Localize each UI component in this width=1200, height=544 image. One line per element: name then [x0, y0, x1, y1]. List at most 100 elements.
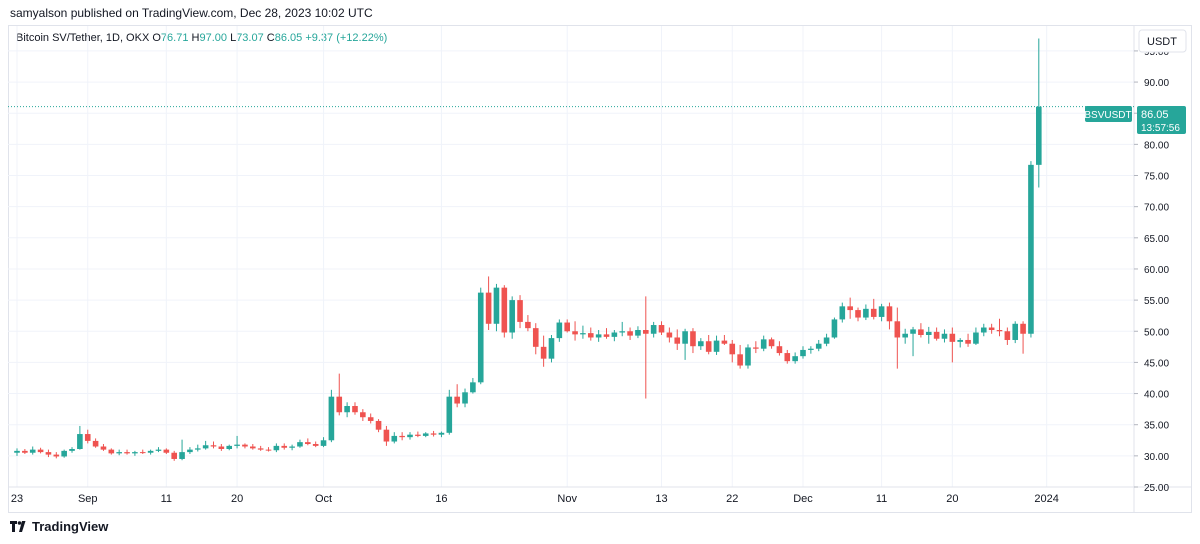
candle: [14, 448, 20, 456]
candle-body: [808, 348, 814, 350]
candle-body: [265, 449, 272, 451]
candle: [611, 330, 618, 342]
candle-body: [1036, 106, 1042, 165]
candle: [360, 409, 366, 421]
price-tick-label: 30.00: [1144, 452, 1169, 463]
candle-body: [92, 440, 99, 447]
candle-body: [281, 445, 288, 448]
candle-body: [690, 331, 696, 347]
candle: [792, 352, 798, 364]
candle: [643, 296, 649, 399]
tradingview-logo[interactable]: TradingView: [10, 519, 108, 534]
candle: [808, 346, 814, 354]
change-value: +9.37 (+12.22%): [305, 32, 388, 44]
candle: [53, 452, 60, 459]
candle-body: [650, 325, 657, 334]
candle-body: [407, 434, 413, 438]
currency-button[interactable]: USDT: [1138, 29, 1187, 53]
candle: [1004, 327, 1011, 345]
candle-body: [391, 435, 398, 442]
candle-body: [305, 442, 311, 445]
candle: [847, 297, 853, 319]
candle-body: [973, 332, 979, 344]
candle: [540, 335, 547, 367]
candle: [682, 328, 688, 360]
candle: [265, 447, 272, 452]
candle: [305, 438, 311, 446]
candle: [800, 346, 806, 359]
candle: [470, 377, 476, 394]
price-tick-label: 35.00: [1144, 421, 1169, 432]
candle: [564, 319, 570, 333]
candle-body: [147, 450, 154, 453]
candle: [839, 302, 846, 323]
candle: [910, 326, 916, 357]
candle: [273, 443, 280, 453]
candle: [1028, 161, 1034, 338]
candle: [650, 321, 657, 338]
candle: [132, 450, 138, 456]
time-tick-label: Oct: [315, 493, 332, 505]
candle: [367, 413, 374, 424]
candle-body: [202, 445, 209, 449]
candle: [760, 335, 767, 352]
candle: [776, 341, 783, 356]
candle: [603, 328, 610, 339]
candle: [493, 283, 500, 332]
candle-body: [297, 442, 303, 447]
grid-lines: [8, 26, 1134, 488]
symbol-label[interactable]: Bitcoin SV/Tether, 1D, OKX: [16, 32, 150, 44]
candle-body: [336, 396, 343, 413]
candle-body: [855, 310, 861, 318]
candle-body: [22, 450, 28, 453]
candle: [737, 344, 743, 369]
candle-body: [705, 341, 712, 352]
candle-body: [933, 331, 940, 339]
chart-legend: Bitcoin SV/Tether, 1D, OKX O76.71 H97.00…: [16, 32, 387, 44]
price-tick-label: 55.00: [1144, 296, 1169, 307]
candle: [77, 425, 83, 450]
candle-body: [517, 300, 523, 322]
candle: [658, 321, 665, 335]
tradingview-logo-icon: [10, 520, 26, 532]
candle-body: [831, 319, 838, 338]
candle: [957, 338, 963, 348]
candle: [407, 432, 413, 440]
candle-body: [179, 452, 185, 459]
candle-body: [273, 445, 280, 451]
candle: [918, 323, 924, 338]
candle: [548, 334, 555, 363]
candle: [147, 449, 154, 455]
candle-body: [556, 322, 563, 339]
price-tick-label: 60.00: [1144, 265, 1169, 276]
candle-body: [980, 327, 987, 333]
candle-body: [360, 412, 366, 418]
candle-body: [155, 449, 162, 451]
candle: [784, 349, 791, 364]
price-tag-price: 86.05: [1141, 109, 1169, 121]
candle: [171, 450, 177, 461]
candle-body: [753, 347, 759, 349]
price-tick-label: 45.00: [1144, 358, 1169, 369]
candle: [595, 330, 602, 342]
candle: [383, 425, 390, 446]
candle-body: [737, 354, 743, 366]
candle: [941, 329, 948, 343]
candle: [933, 327, 940, 341]
candle-body: [548, 338, 555, 359]
candle: [925, 326, 932, 344]
candle: [297, 439, 303, 448]
candle-body: [234, 444, 240, 446]
candle-body: [53, 454, 60, 457]
candle: [627, 327, 633, 340]
candle: [100, 444, 107, 451]
open-label: O: [152, 32, 161, 44]
candle: [831, 317, 838, 339]
candle: [666, 327, 673, 343]
time-axis[interactable]: 23 Sep 11 20 Oct 16 Nov 13 22 Dec 11 20 2024: [11, 493, 1059, 505]
candle-body: [37, 449, 44, 453]
time-tick-label: 23: [11, 493, 23, 505]
candle: [949, 327, 956, 363]
candle: [430, 430, 437, 437]
